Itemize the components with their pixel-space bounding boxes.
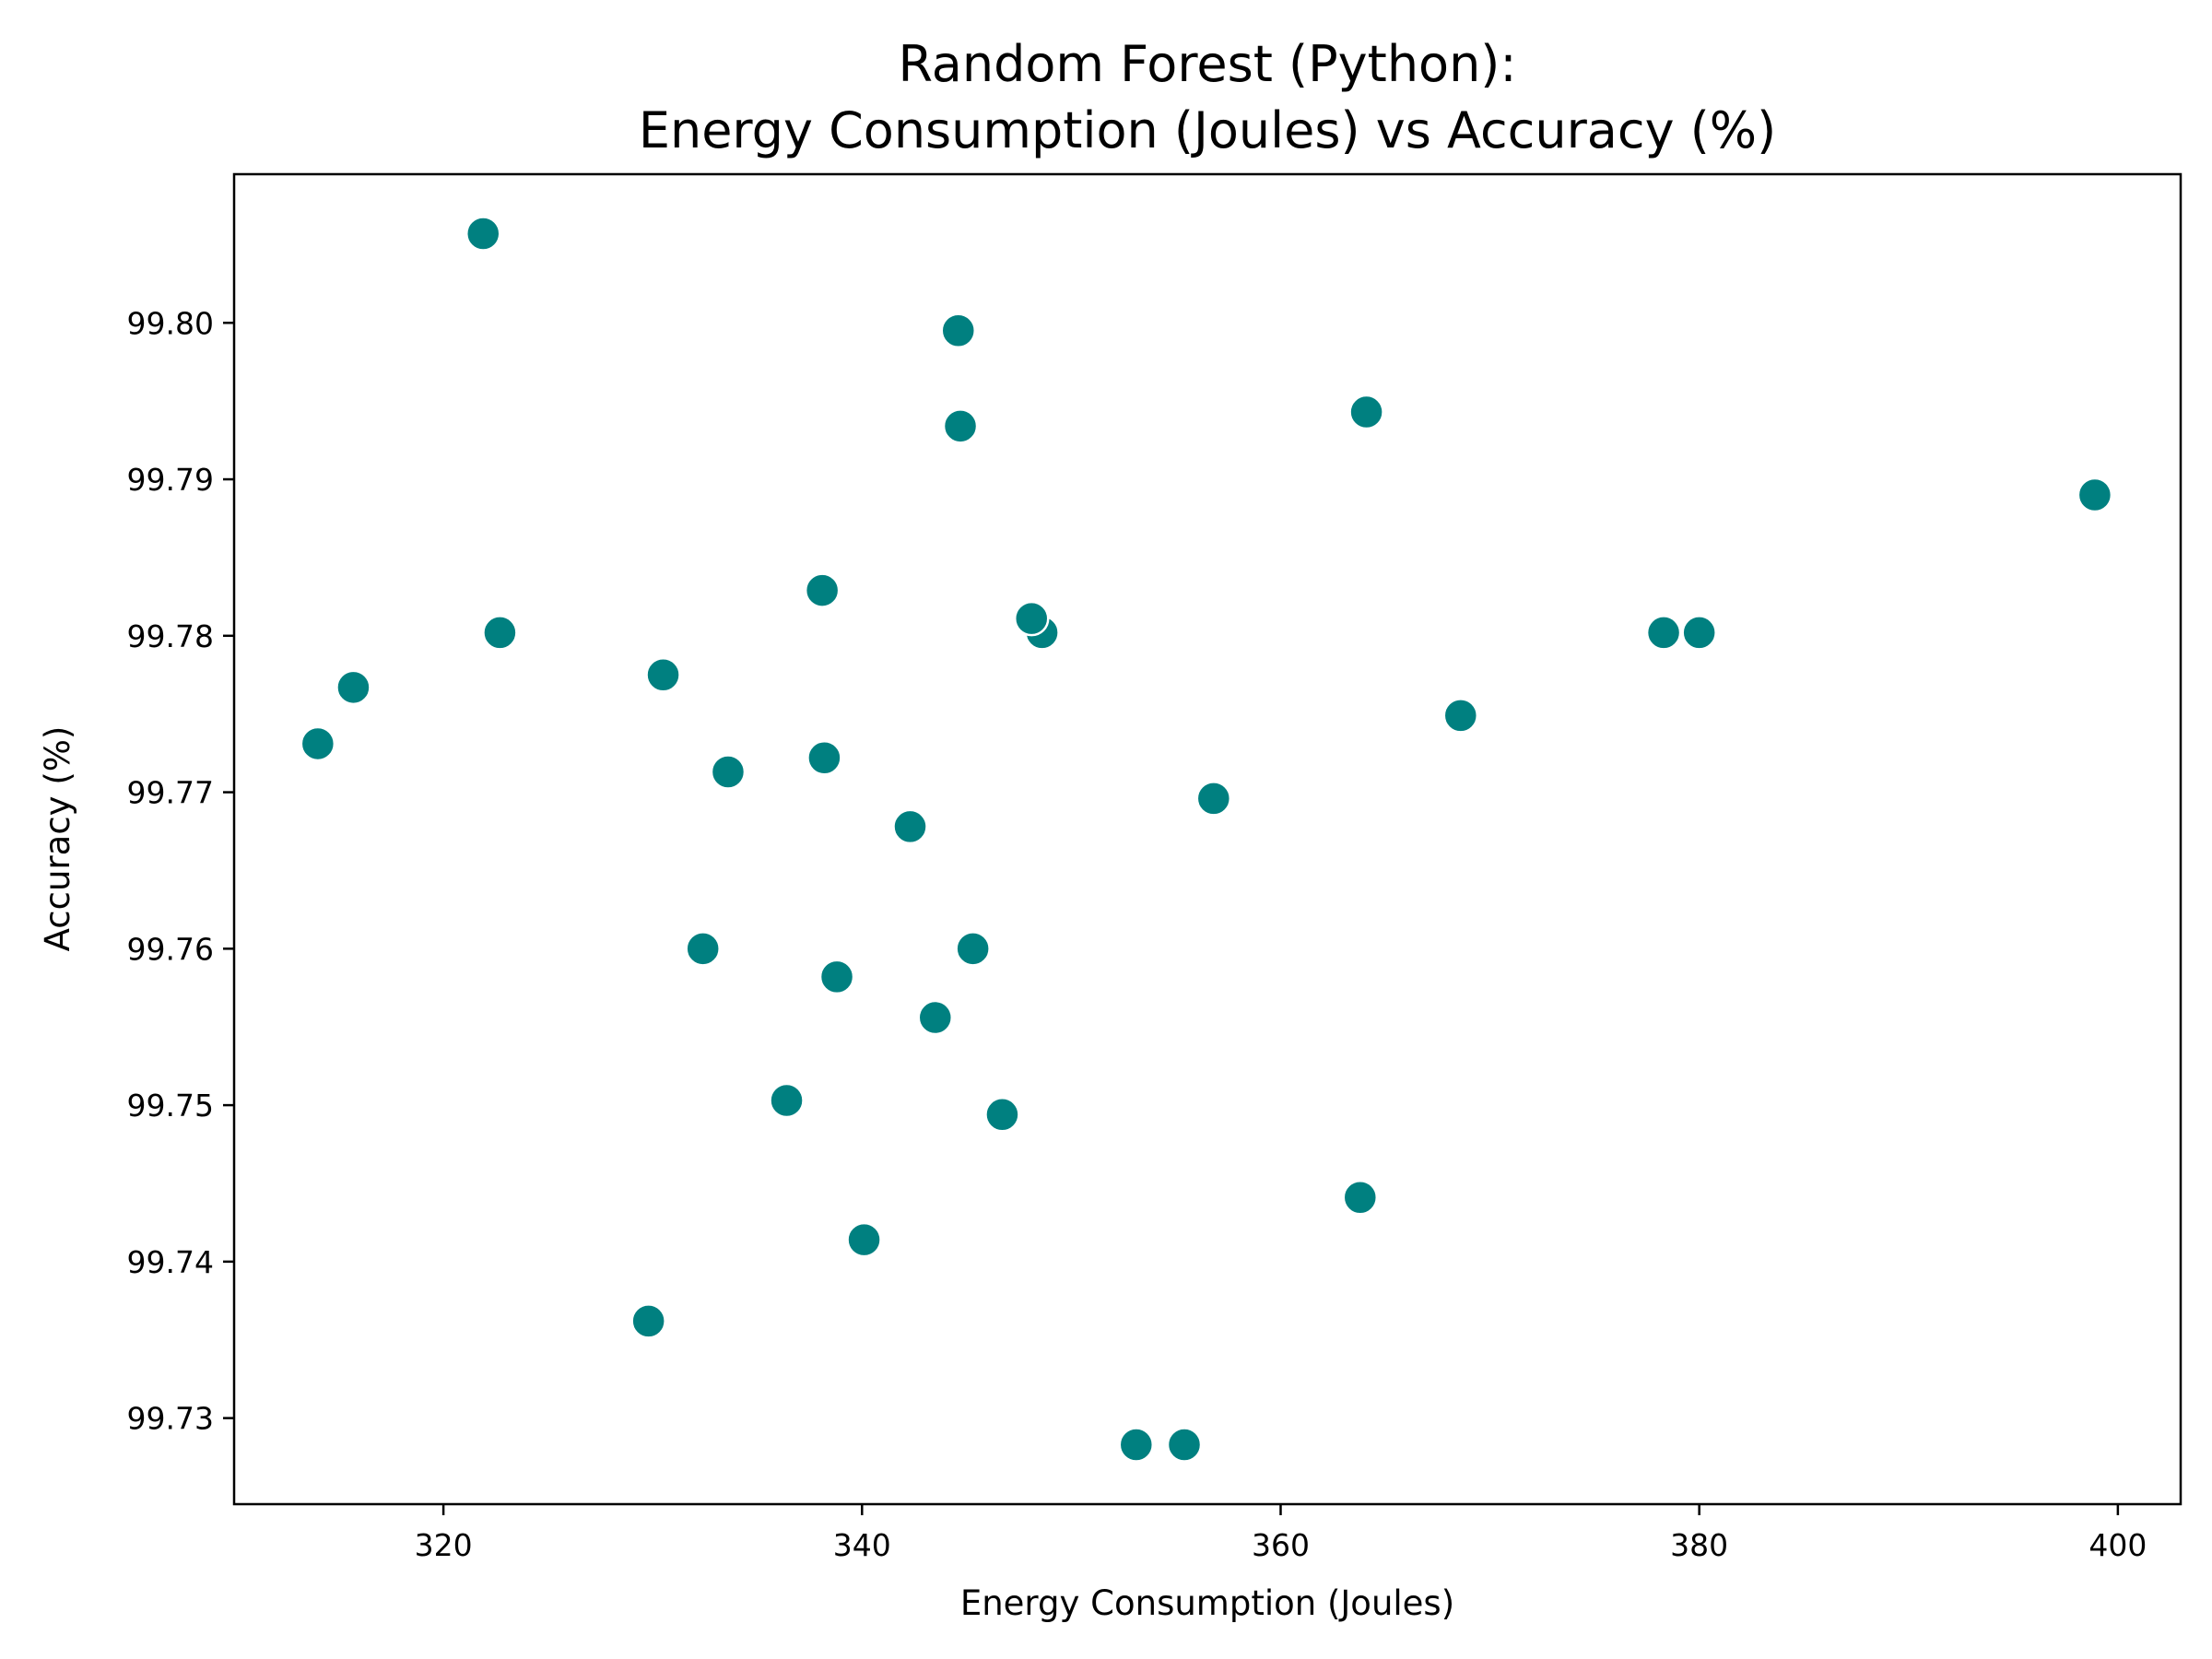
data-point [892,808,928,845]
y-tick-label: 99.74 [127,1244,214,1280]
data-point [1442,698,1479,734]
x-axis-ticks: 320 340 360 380 400 [415,1504,2147,1563]
y-tick-label: 99.75 [127,1088,214,1124]
y-tick-label: 99.76 [127,931,214,967]
data-point [685,931,721,967]
chart-title-line-2: Energy Consumption (Joules) vs Accuracy … [639,101,1776,159]
y-tick-label: 99.79 [127,462,214,498]
chart-title-line-1: Random Forest (Python): [898,35,1516,93]
y-tick-label: 99.80 [127,305,214,341]
data-point [942,408,979,444]
y-tick-label: 99.77 [127,775,214,811]
data-point [940,312,977,349]
data-point [1645,615,1682,651]
data-point [465,216,501,252]
data-point [846,1221,882,1258]
data-point [1166,1427,1203,1463]
x-tick-label: 360 [1252,1527,1310,1563]
data-point [769,1082,805,1119]
x-tick-label: 340 [833,1527,891,1563]
data-point [1118,1427,1155,1463]
points-layer [300,216,2113,1463]
data-point [984,1097,1020,1133]
data-point [482,615,518,651]
data-point [2077,477,2113,513]
x-axis-label: Energy Consumption (Joules) [960,1583,1454,1623]
y-tick-label: 99.78 [127,618,214,654]
data-point [630,1303,666,1339]
y-tick-label: 99.73 [127,1401,214,1437]
data-point [1348,394,1384,430]
y-axis-label: Accuracy (%) [38,726,77,952]
data-point [1681,615,1717,651]
x-tick-label: 380 [1670,1527,1728,1563]
plot-frame [232,172,2183,1506]
data-point [818,959,855,995]
data-point [1195,781,1232,817]
data-point [335,669,371,706]
data-point [645,656,681,693]
data-point [710,754,747,790]
data-point [917,999,954,1036]
data-point [804,572,841,608]
data-point [806,739,842,776]
data-point [955,931,991,967]
data-point [300,725,336,762]
data-point [1342,1180,1379,1216]
x-tick-label: 400 [2088,1527,2147,1563]
x-tick-label: 320 [415,1527,473,1563]
y-axis-ticks: 99.73 99.74 99.75 99.76 99.77 99.78 99.79 99.80 [127,305,234,1437]
data-point [1013,600,1050,637]
